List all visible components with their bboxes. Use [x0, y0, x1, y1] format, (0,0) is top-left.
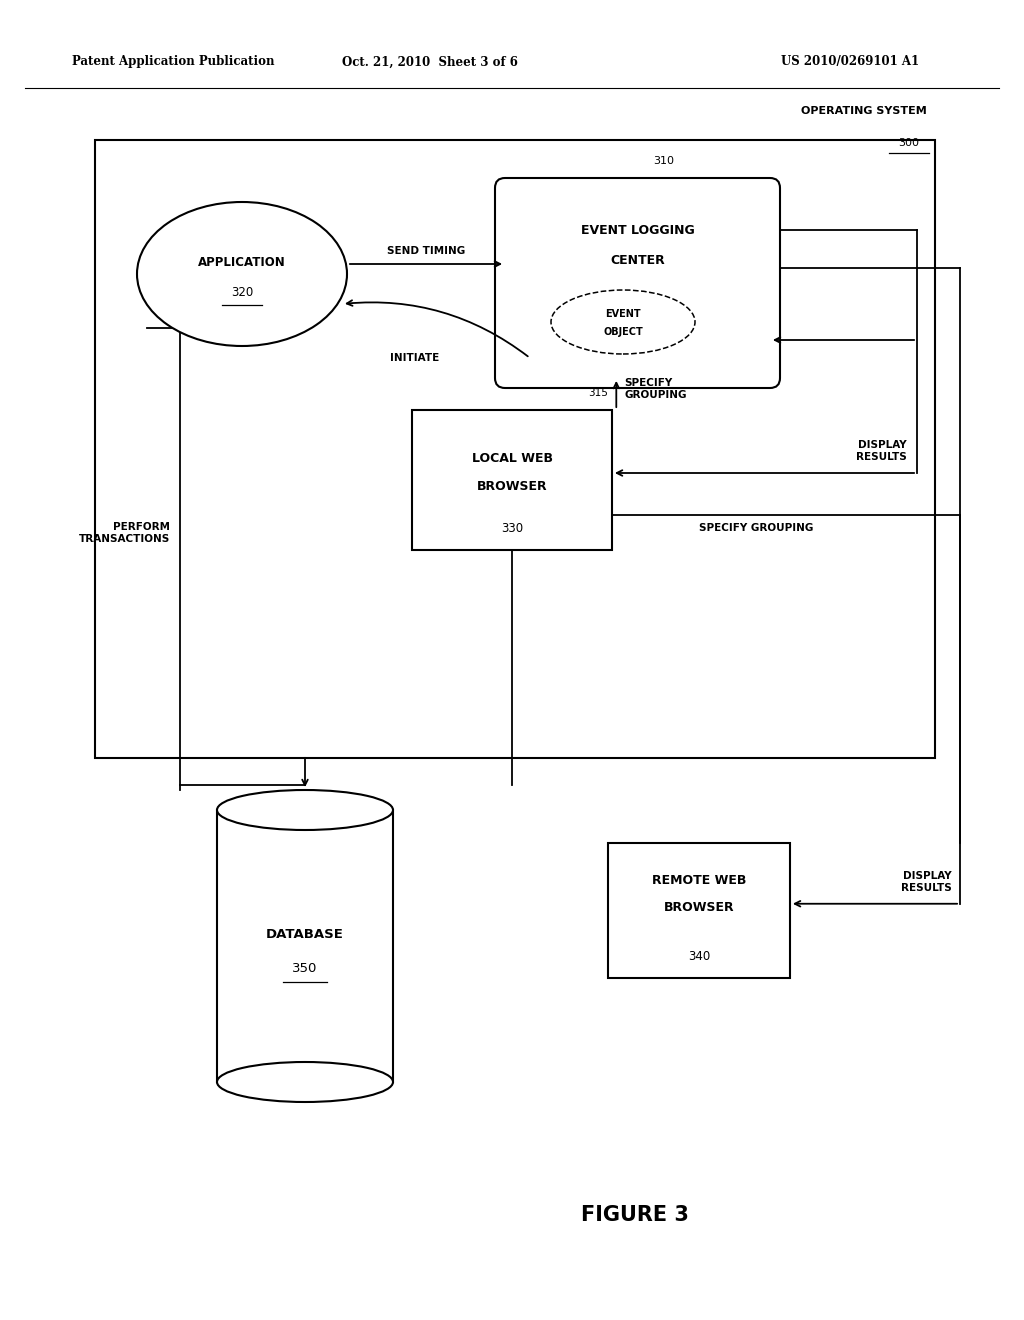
Text: Patent Application Publication: Patent Application Publication — [72, 55, 274, 69]
Text: INITIATE: INITIATE — [390, 352, 439, 363]
Ellipse shape — [217, 1063, 393, 1102]
Text: BROWSER: BROWSER — [477, 480, 547, 494]
Ellipse shape — [551, 290, 695, 354]
Ellipse shape — [137, 202, 347, 346]
Text: CENTER: CENTER — [610, 253, 665, 267]
Text: 320: 320 — [230, 285, 253, 298]
Text: DISPLAY
RESULTS: DISPLAY RESULTS — [856, 440, 907, 462]
Text: SPECIFY GROUPING: SPECIFY GROUPING — [698, 523, 813, 533]
Text: SEND TIMING: SEND TIMING — [387, 246, 465, 256]
Text: APPLICATION: APPLICATION — [198, 256, 286, 268]
Text: FIGURE 3: FIGURE 3 — [581, 1205, 689, 1225]
Text: SPECIFY
GROUPING: SPECIFY GROUPING — [625, 379, 687, 400]
Text: REMOTE WEB: REMOTE WEB — [652, 874, 746, 887]
Text: 350: 350 — [292, 961, 317, 974]
Text: 300: 300 — [898, 139, 920, 148]
Text: Oct. 21, 2010  Sheet 3 of 6: Oct. 21, 2010 Sheet 3 of 6 — [342, 55, 518, 69]
FancyBboxPatch shape — [412, 411, 612, 550]
Text: 315: 315 — [589, 388, 608, 399]
Text: 330: 330 — [501, 521, 523, 535]
Text: OBJECT: OBJECT — [603, 327, 643, 337]
Text: DISPLAY
RESULTS: DISPLAY RESULTS — [901, 871, 952, 892]
Text: OPERATING SYSTEM: OPERATING SYSTEM — [801, 106, 927, 116]
Text: EVENT LOGGING: EVENT LOGGING — [581, 223, 694, 236]
Text: PERFORM
TRANSACTIONS: PERFORM TRANSACTIONS — [79, 523, 170, 544]
Text: DATABASE: DATABASE — [266, 928, 344, 940]
Ellipse shape — [217, 789, 393, 830]
Text: LOCAL WEB: LOCAL WEB — [471, 453, 553, 466]
Text: BROWSER: BROWSER — [664, 902, 734, 915]
FancyBboxPatch shape — [608, 843, 790, 978]
Text: 310: 310 — [653, 156, 675, 166]
Text: US 2010/0269101 A1: US 2010/0269101 A1 — [781, 55, 920, 69]
FancyBboxPatch shape — [95, 140, 935, 758]
Text: EVENT: EVENT — [605, 309, 641, 319]
Text: 340: 340 — [688, 949, 710, 962]
FancyBboxPatch shape — [495, 178, 780, 388]
